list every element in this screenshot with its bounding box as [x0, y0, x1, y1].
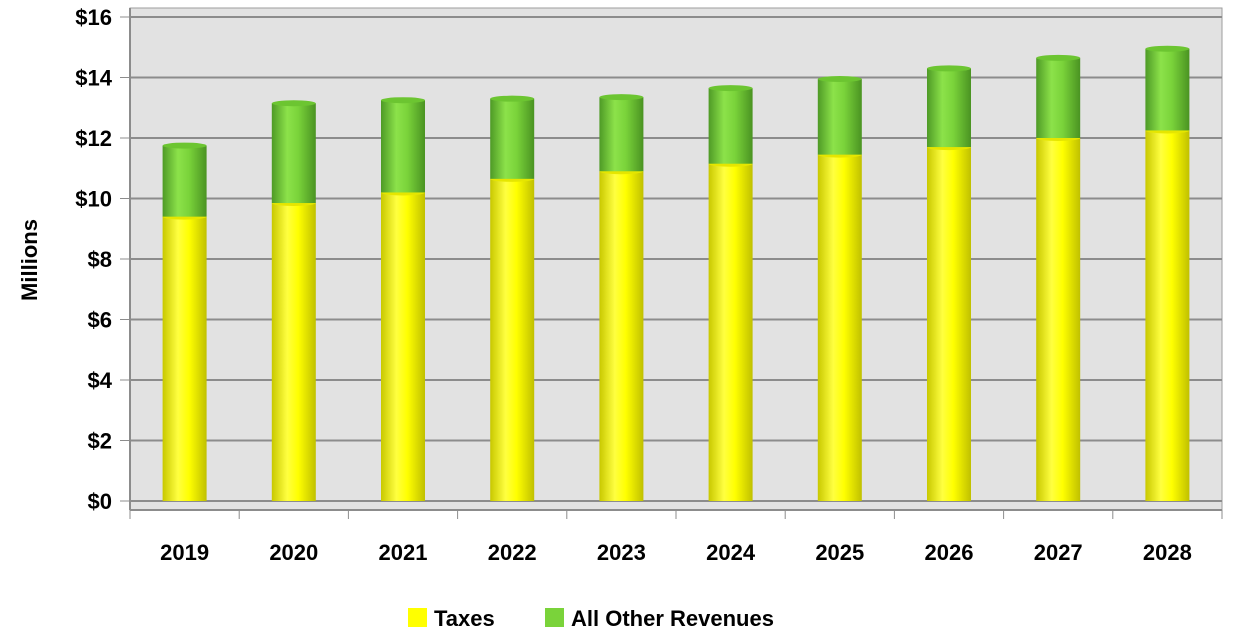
legend-label: All Other Revenues — [571, 606, 774, 631]
bar-taxes-2025 — [817, 154, 862, 501]
y-axis-label: Millions — [17, 219, 42, 301]
bar-taxes-2022 — [490, 178, 535, 501]
y-tick-label: $6 — [88, 308, 112, 333]
legend-label: Taxes — [434, 606, 495, 631]
bar-cap — [599, 94, 644, 101]
x-tick-label: 2027 — [1034, 540, 1083, 565]
bar-all-other-revenues-2028 — [1145, 48, 1190, 131]
bar-taxes-2028 — [1145, 130, 1190, 501]
y-tick-labels: $0 $2 $4 $6 $8 $10 $12 $14 $16 — [75, 5, 130, 514]
x-tick-label: 2022 — [488, 540, 537, 565]
x-tick-label: 2026 — [925, 540, 974, 565]
x-tick-label: 2025 — [815, 540, 864, 565]
bar-all-other-revenues-2021 — [381, 100, 425, 193]
bar-all-other-revenues-2025 — [817, 79, 862, 155]
bar-cap — [1145, 45, 1190, 52]
bar-all-other-revenues-2026 — [927, 68, 971, 148]
legend: Taxes All Other Revenues — [408, 606, 774, 631]
x-tick-labels: 2019 2020 2021 2022 2023 2024 2025 2026 2027 2028 — [160, 540, 1192, 565]
bar-all-other-revenues-2024 — [708, 88, 753, 164]
bar-taxes-2026 — [927, 147, 971, 501]
x-tick-label: 2024 — [706, 540, 756, 565]
x-tick-label: 2028 — [1143, 540, 1192, 565]
x-tick-label: 2019 — [160, 540, 209, 565]
bar-cap — [817, 76, 862, 83]
bar-cap — [708, 85, 753, 92]
bar-cap — [490, 95, 535, 102]
bar-cap — [1036, 54, 1081, 61]
bar-taxes-2021 — [381, 192, 425, 501]
bar-all-other-revenues-2019 — [162, 145, 207, 217]
legend-swatch-taxes — [408, 608, 427, 627]
y-tick-label: $8 — [88, 247, 112, 272]
x-tick-label: 2023 — [597, 540, 646, 565]
bar-all-other-revenues-2022 — [490, 98, 535, 179]
x-tick-label: 2020 — [269, 540, 318, 565]
bar-taxes-2027 — [1036, 138, 1081, 501]
bar-cap — [381, 97, 425, 104]
bar-all-other-revenues-2027 — [1036, 57, 1081, 138]
bar-taxes-2024 — [708, 163, 753, 501]
legend-swatch-other-revenues — [545, 608, 564, 627]
y-tick-label: $14 — [75, 66, 112, 91]
bar-taxes-2023 — [599, 171, 644, 501]
bar-cap — [271, 100, 316, 107]
y-tick-label: $16 — [75, 5, 112, 30]
bar-cap — [927, 65, 971, 72]
x-tick-label: 2021 — [379, 540, 428, 565]
bar-cap — [162, 142, 207, 149]
bar-all-other-revenues-2020 — [271, 103, 316, 204]
y-tick-label: $10 — [75, 187, 112, 212]
bar-taxes-2020 — [271, 203, 316, 501]
y-tick-label: $4 — [88, 368, 113, 393]
y-tick-label: $0 — [88, 489, 112, 514]
bar-taxes-2019 — [162, 216, 207, 501]
y-tick-label: $2 — [88, 429, 112, 454]
bar-all-other-revenues-2023 — [599, 97, 644, 172]
y-tick-label: $12 — [75, 126, 112, 151]
bars — [162, 45, 1190, 501]
